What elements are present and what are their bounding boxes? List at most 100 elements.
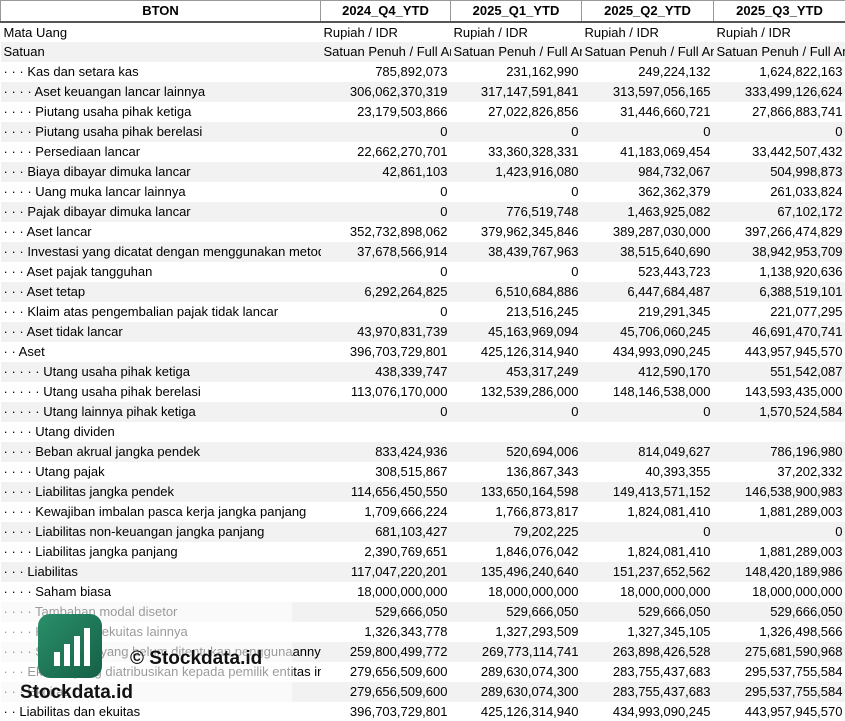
value-cell: 38,942,953,709	[713, 241, 845, 262]
value-cell: 136,867,343	[506, 464, 579, 479]
logo-text: Stockdata.id	[20, 682, 133, 703]
header-cell: BTON	[0, 0, 321, 23]
row-label: · · · · · Utang lainnya pihak ketiga	[0, 401, 321, 422]
table-row: · · · Aset tidak lancar 43,970,831,739 45,…	[0, 321, 845, 342]
value-cell: 308,515,867	[375, 464, 448, 479]
value-cell	[321, 422, 451, 442]
row-label: · · Liabilitas dan ekuitas	[3, 704, 141, 719]
row-label: · · · Aset tetap	[0, 281, 321, 302]
value-cell: 362,362,379	[638, 184, 711, 199]
value-cell: 132,539,286,000	[480, 384, 579, 399]
value-cell: 529,666,050	[581, 601, 714, 622]
value-cell: 0	[440, 264, 448, 279]
table-row: · · · · Utang dividen	[1, 422, 845, 442]
value-cell: 306,062,370,319	[320, 81, 451, 102]
value-cell: 114,656,450,550	[320, 481, 451, 502]
logo-watermark: Stockdata.id	[0, 602, 292, 706]
value-cell: 352,732,898,062	[349, 224, 448, 239]
header-cell: 2025_Q2_YTD	[581, 0, 714, 23]
row-label: Satuan	[0, 41, 321, 62]
value-cell: 27,022,826,856	[488, 104, 579, 119]
value-cell: 0	[440, 304, 448, 319]
row-label: · · · Aset pajak tangguhan	[3, 264, 153, 279]
value-cell: 551,542,087	[713, 361, 845, 382]
table-row: · · · · Liabilitas jangka panjang 2,390,7…	[1, 542, 845, 562]
table-row: · · · · Persediaan lancar 22,662,270,701 3…	[1, 142, 845, 162]
value-cell: 529,666,050	[450, 601, 582, 622]
table-row: Mata Uang Rupiah / IDR Rupiah / IDR Rupiah …	[1, 22, 845, 42]
value-cell: 0	[320, 121, 451, 142]
value-cell: 0	[440, 184, 448, 199]
value-cell: 313,597,056,165	[581, 81, 714, 102]
value-cell: 213,516,245	[506, 304, 579, 319]
table-row: · · · · Aset keuangan lancar lainnya 306,…	[0, 81, 845, 102]
value-cell: 2,390,769,651	[364, 544, 448, 559]
value-cell: 0	[581, 521, 714, 542]
table-row: · · · · · Utang usaha pihak berelasi 113,…	[1, 382, 845, 402]
value-cell: 43,970,831,739	[320, 321, 451, 342]
table-row: · · · · Saham biasa 18,000,000,000 18,000,…	[1, 582, 845, 602]
value-cell: 1,709,666,224	[364, 504, 448, 519]
value-cell: Rupiah / IDR	[323, 24, 398, 40]
value-cell: 786,196,980	[713, 441, 845, 462]
value-cell: 6,388,519,101	[713, 281, 845, 302]
value-cell: 22,662,270,701	[357, 144, 448, 159]
table-row: · · · · Uang muka lancar lainnya 0 0 362,36…	[1, 182, 845, 202]
value-cell: 523,443,723	[638, 264, 711, 279]
value-cell: 33,360,328,331	[488, 144, 579, 159]
value-cell: 520,694,006	[450, 441, 582, 462]
value-cell: 434,993,090,245	[612, 704, 711, 719]
row-label: · · · Klaim atas pengembalian pajak tida…	[3, 304, 279, 319]
table-row: · · · · Beban akrual jangka pendek 833,42…	[0, 441, 845, 462]
value-cell: 37,202,332	[777, 464, 843, 479]
value-cell: Rupiah / IDR	[584, 24, 659, 40]
value-cell: 6,510,684,886	[450, 281, 582, 302]
value-cell: 1,846,076,042	[495, 544, 579, 559]
table-row: · · · · Piutang usaha pihak berelasi 0 0 0 0	[0, 121, 845, 142]
row-label: · · · · Utang pajak	[3, 464, 105, 479]
row-label: · · · · Saham biasa	[3, 584, 112, 599]
row-label: · · · Aset lancar	[3, 224, 92, 239]
value-cell: 261,033,824	[770, 184, 843, 199]
value-cell: 425,126,314,940	[480, 704, 579, 719]
table-body: Mata Uang Rupiah / IDR Rupiah / IDR Rupiah …	[0, 22, 845, 721]
table-row: · · · · · Utang lainnya pihak ketiga 0 0 0 1…	[0, 401, 845, 422]
value-cell: 1,881,289,003	[759, 504, 843, 519]
value-cell: 1,624,822,163	[759, 64, 843, 79]
value-cell: 231,162,990	[506, 64, 579, 79]
row-label: · · · · Utang dividen	[3, 424, 115, 439]
value-cell: 33,442,507,432	[752, 144, 843, 159]
value-cell: 38,515,640,690	[581, 241, 714, 262]
value-cell: 0	[320, 201, 451, 222]
value-cell: 45,706,060,245	[581, 321, 714, 342]
value-cell: 0	[450, 121, 582, 142]
value-cell: 117,047,220,201	[320, 561, 451, 582]
value-cell: Satuan Penuh / Full Amount	[713, 41, 845, 62]
value-cell: 151,237,652,562	[581, 561, 714, 582]
row-label: · · · Aset tidak lancar	[0, 321, 321, 342]
value-cell: 1,326,498,566	[759, 624, 843, 639]
row-label: · · · · Piutang usaha pihak berelasi	[0, 121, 321, 142]
value-cell: 1,881,289,003	[759, 544, 843, 559]
value-cell: 295,537,755,584	[744, 664, 843, 679]
value-cell	[582, 422, 714, 442]
value-cell: 396,703,729,801	[349, 704, 448, 719]
value-cell: 18,000,000,000	[488, 584, 579, 599]
value-cell: 113,076,170,000	[350, 384, 448, 399]
value-cell: 23,179,503,866	[357, 104, 448, 119]
row-label: · · · · Liabilitas jangka pendek	[0, 481, 321, 502]
value-cell: 45,163,969,094	[450, 321, 582, 342]
value-cell: 681,103,427	[320, 521, 451, 542]
value-cell: 0	[713, 121, 845, 142]
table-row: · · · · Piutang usaha pihak ketiga 23,179…	[1, 102, 845, 122]
value-cell: 529,666,050	[320, 601, 451, 622]
value-cell: 0	[713, 521, 845, 542]
value-cell: 438,339,747	[320, 361, 451, 382]
value-cell: 776,519,748	[450, 201, 582, 222]
table-row: · · · · Liabilitas non-keuangan jangka p…	[0, 521, 845, 542]
value-cell: 219,291,345	[638, 304, 711, 319]
value-cell: 37,678,566,914	[320, 241, 451, 262]
